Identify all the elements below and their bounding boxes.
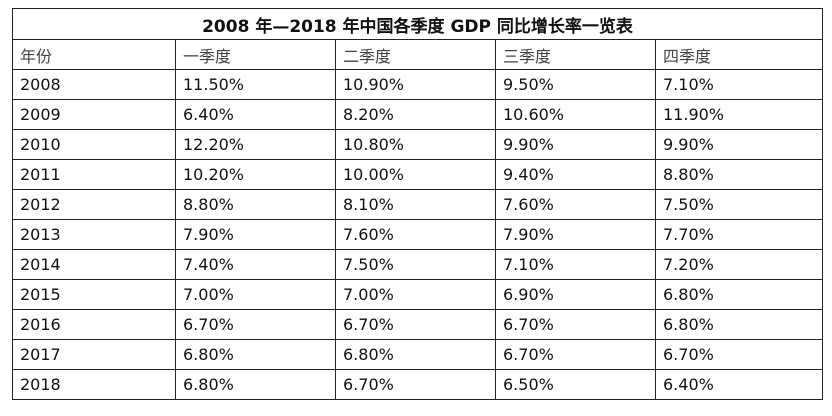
growth-cell: 7.20%	[654, 249, 824, 280]
data-row: 2018 6.80% 6.70% 6.50% 6.40%	[12, 369, 824, 400]
data-row: 2011 10.20% 10.00% 9.40% 8.80%	[12, 159, 824, 190]
growth-cell: 6.80%	[175, 369, 336, 400]
column-header: 二季度	[335, 39, 496, 70]
data-row: 2015 7.00% 7.00% 6.90% 6.80%	[12, 279, 824, 310]
growth-cell: 8.80%	[175, 189, 336, 220]
header-row: 年份 一季度 二季度 三季度 四季度	[12, 39, 824, 70]
growth-cell: 9.90%	[654, 129, 824, 160]
growth-cell: 7.00%	[175, 279, 336, 310]
growth-cell: 7.50%	[335, 249, 496, 280]
growth-cell: 7.90%	[495, 219, 656, 250]
growth-cell: 6.70%	[654, 339, 824, 370]
growth-cell: 9.40%	[495, 159, 656, 190]
year-cell: 2010	[12, 129, 176, 160]
growth-cell: 8.80%	[654, 159, 824, 190]
growth-cell: 6.80%	[654, 309, 824, 340]
growth-cell: 9.50%	[495, 69, 656, 100]
data-row: 2013 7.90% 7.60% 7.90% 7.70%	[12, 219, 824, 250]
growth-cell: 7.40%	[175, 249, 336, 280]
table-wrapper: 2008 年—2018 年中国各季度 GDP 同比增长率一览表 年份 一季度 二季度…	[11, 8, 824, 400]
growth-cell: 10.90%	[335, 69, 496, 100]
data-row: 2016 6.70% 6.70% 6.70% 6.80%	[12, 309, 824, 340]
growth-cell: 6.40%	[654, 369, 824, 400]
growth-cell: 7.10%	[654, 69, 824, 100]
data-row: 2017 6.80% 6.80% 6.70% 6.70%	[12, 339, 824, 370]
growth-cell: 6.90%	[495, 279, 656, 310]
growth-cell: 6.70%	[495, 309, 656, 340]
column-header: 一季度	[175, 39, 336, 70]
growth-cell: 6.40%	[175, 99, 336, 130]
growth-cell: 10.20%	[175, 159, 336, 190]
table-body: 2008 11.50% 10.90% 9.50% 7.10% 2009 6.40% 8.20%…	[12, 69, 824, 400]
growth-cell: 7.90%	[175, 219, 336, 250]
data-row: 2014 7.40% 7.50% 7.10% 7.20%	[12, 249, 824, 280]
growth-cell: 6.70%	[335, 309, 496, 340]
growth-cell: 6.70%	[495, 339, 656, 370]
growth-cell: 6.80%	[335, 339, 496, 370]
year-cell: 2011	[12, 159, 176, 190]
data-row: 2009 6.40% 8.20% 10.60% 11.90%	[12, 99, 824, 130]
growth-cell: 10.80%	[335, 129, 496, 160]
growth-cell: 7.50%	[654, 189, 824, 220]
growth-cell: 6.50%	[495, 369, 656, 400]
data-row: 2010 12.20% 10.80% 9.90% 9.90%	[12, 129, 824, 160]
growth-cell: 10.00%	[335, 159, 496, 190]
growth-cell: 11.90%	[654, 99, 824, 130]
growth-cell: 6.80%	[654, 279, 824, 310]
data-row: 2012 8.80% 8.10% 7.60% 7.50%	[12, 189, 824, 220]
growth-cell: 7.70%	[654, 219, 824, 250]
year-cell: 2018	[12, 369, 176, 400]
title-row: 2008 年—2018 年中国各季度 GDP 同比增长率一览表	[11, 8, 824, 40]
growth-cell: 8.10%	[335, 189, 496, 220]
growth-cell: 12.20%	[175, 129, 336, 160]
column-header: 年份	[12, 39, 176, 70]
year-cell: 2016	[12, 309, 176, 340]
year-cell: 2013	[12, 219, 176, 250]
data-row: 2008 11.50% 10.90% 9.50% 7.10%	[12, 69, 824, 100]
growth-cell: 8.20%	[335, 99, 496, 130]
gdp-table: 2008 年—2018 年中国各季度 GDP 同比增长率一览表 年份 一季度 二季度…	[11, 8, 824, 400]
year-cell: 2017	[12, 339, 176, 370]
growth-cell: 9.90%	[495, 129, 656, 160]
growth-cell: 11.50%	[175, 69, 336, 100]
growth-cell: 6.70%	[175, 309, 336, 340]
year-cell: 2008	[12, 69, 176, 100]
growth-cell: 7.10%	[495, 249, 656, 280]
growth-cell: 7.60%	[335, 219, 496, 250]
column-header: 四季度	[654, 39, 824, 70]
growth-cell: 6.70%	[335, 369, 496, 400]
year-cell: 2009	[12, 99, 176, 130]
year-cell: 2014	[12, 249, 176, 280]
growth-cell: 7.00%	[335, 279, 496, 310]
column-header: 三季度	[495, 39, 656, 70]
growth-cell: 7.60%	[495, 189, 656, 220]
year-cell: 2012	[12, 189, 176, 220]
table-title: 2008 年—2018 年中国各季度 GDP 同比增长率一览表	[11, 8, 824, 40]
year-cell: 2015	[12, 279, 176, 310]
growth-cell: 10.60%	[495, 99, 656, 130]
growth-cell: 6.80%	[175, 339, 336, 370]
